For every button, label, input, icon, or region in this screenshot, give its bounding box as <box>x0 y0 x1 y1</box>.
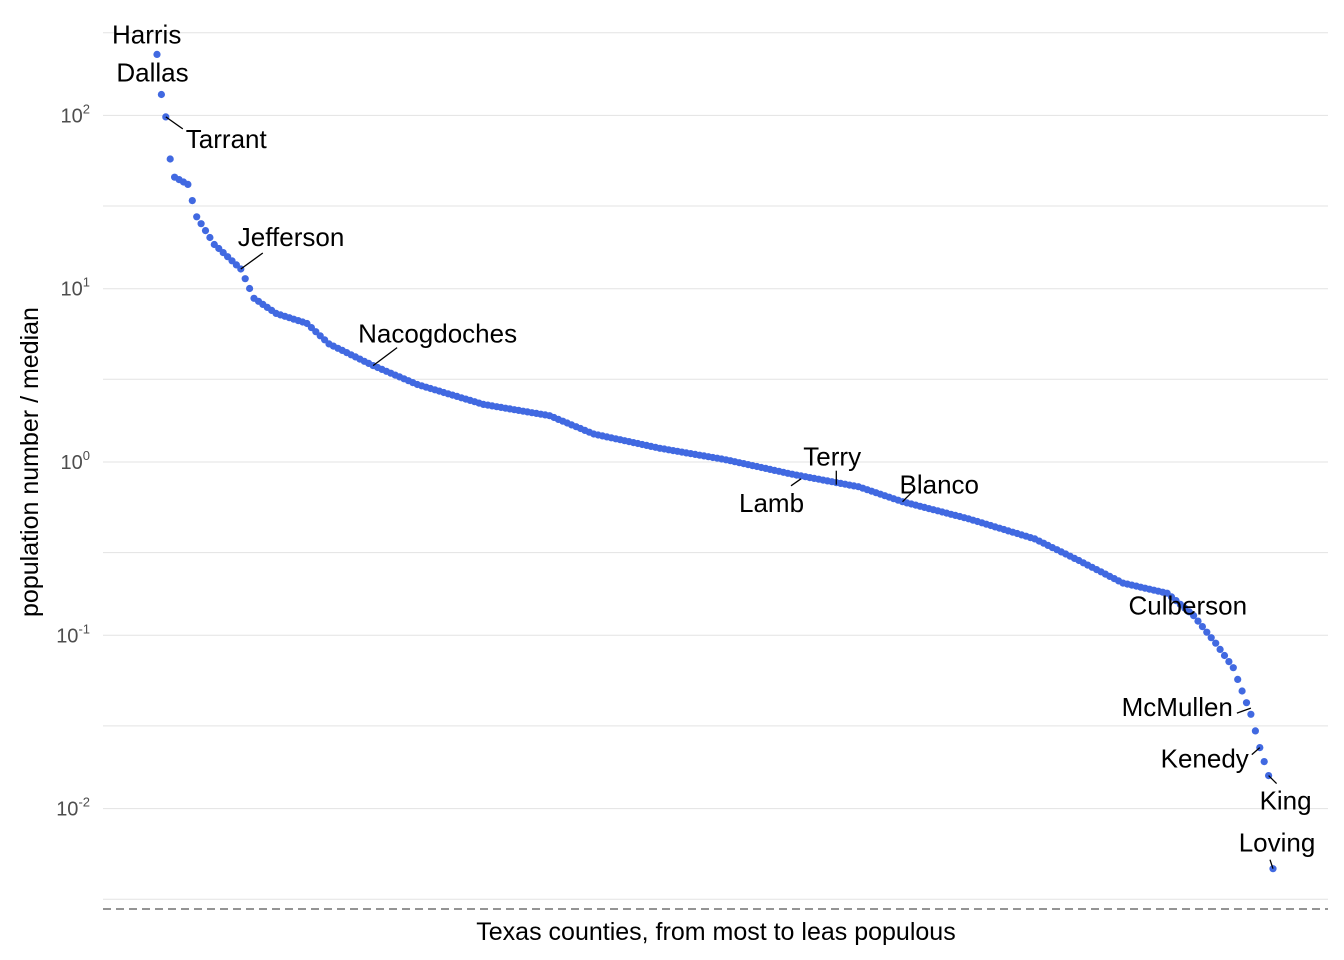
point-labels: Harris Dallas Tarrant Jefferson Nacogdoches L… <box>112 19 1316 869</box>
data-point <box>241 275 249 283</box>
y-tick-label: 10-1 <box>56 621 90 647</box>
data-points <box>153 50 1277 873</box>
data-point <box>1198 623 1206 631</box>
data-point <box>1225 658 1233 666</box>
county-label: Jefferson <box>238 222 344 252</box>
data-point <box>201 227 210 235</box>
leader-line <box>790 478 802 487</box>
leader-line <box>1269 859 1274 869</box>
leader-line <box>1268 775 1278 785</box>
data-point <box>193 213 201 221</box>
data-point <box>153 50 161 59</box>
data-point <box>1251 727 1259 735</box>
county-label: Blanco <box>900 470 980 500</box>
county-label: Dallas <box>116 58 188 88</box>
y-axis-title: population number / median <box>16 307 44 617</box>
data-point <box>1207 634 1215 642</box>
data-point <box>1229 664 1237 672</box>
data-point <box>206 233 214 242</box>
y-tick-label: 10-2 <box>56 795 90 821</box>
data-point <box>1260 758 1268 766</box>
county-label: McMullen <box>1122 692 1233 722</box>
county-label: Kenedy <box>1161 744 1249 774</box>
data-point <box>1190 612 1198 620</box>
data-point <box>1247 710 1255 718</box>
county-label: Culberson <box>1129 590 1248 620</box>
leader-line <box>240 252 264 270</box>
y-tick-label: 100 <box>61 448 90 474</box>
y-axis-ticks: 102 101 100 10-1 10-2 <box>56 101 90 820</box>
data-point <box>166 155 174 163</box>
county-label: Lamb <box>739 488 804 518</box>
data-point <box>157 90 165 99</box>
county-label: Harris <box>112 19 181 49</box>
data-point <box>197 220 205 228</box>
county-label: Tarrant <box>186 124 268 154</box>
county-label: Loving <box>1239 828 1316 858</box>
data-point <box>184 180 192 188</box>
data-point <box>1203 628 1211 636</box>
y-tick-label: 102 <box>61 101 90 127</box>
leader-line <box>902 491 913 503</box>
data-point <box>246 284 254 293</box>
data-point <box>1238 687 1246 695</box>
x-axis-title: Texas counties, from most to leas populo… <box>476 918 955 946</box>
county-label: Nacogdoches <box>358 319 517 349</box>
leader-line <box>165 116 184 130</box>
data-point <box>1194 617 1202 625</box>
data-point <box>1242 699 1251 707</box>
county-label: King <box>1260 786 1312 816</box>
data-point <box>1216 645 1224 654</box>
y-tick-label: 101 <box>61 275 90 301</box>
data-point <box>1234 675 1242 684</box>
data-point <box>1220 651 1229 660</box>
leader-line <box>1236 707 1252 714</box>
data-point <box>188 197 196 205</box>
data-point <box>1212 639 1220 647</box>
data-point <box>1269 865 1277 873</box>
county-label: Terry <box>803 442 861 472</box>
leader-line <box>372 347 398 367</box>
gridlines <box>103 32 1328 900</box>
leader-line <box>1251 747 1261 756</box>
